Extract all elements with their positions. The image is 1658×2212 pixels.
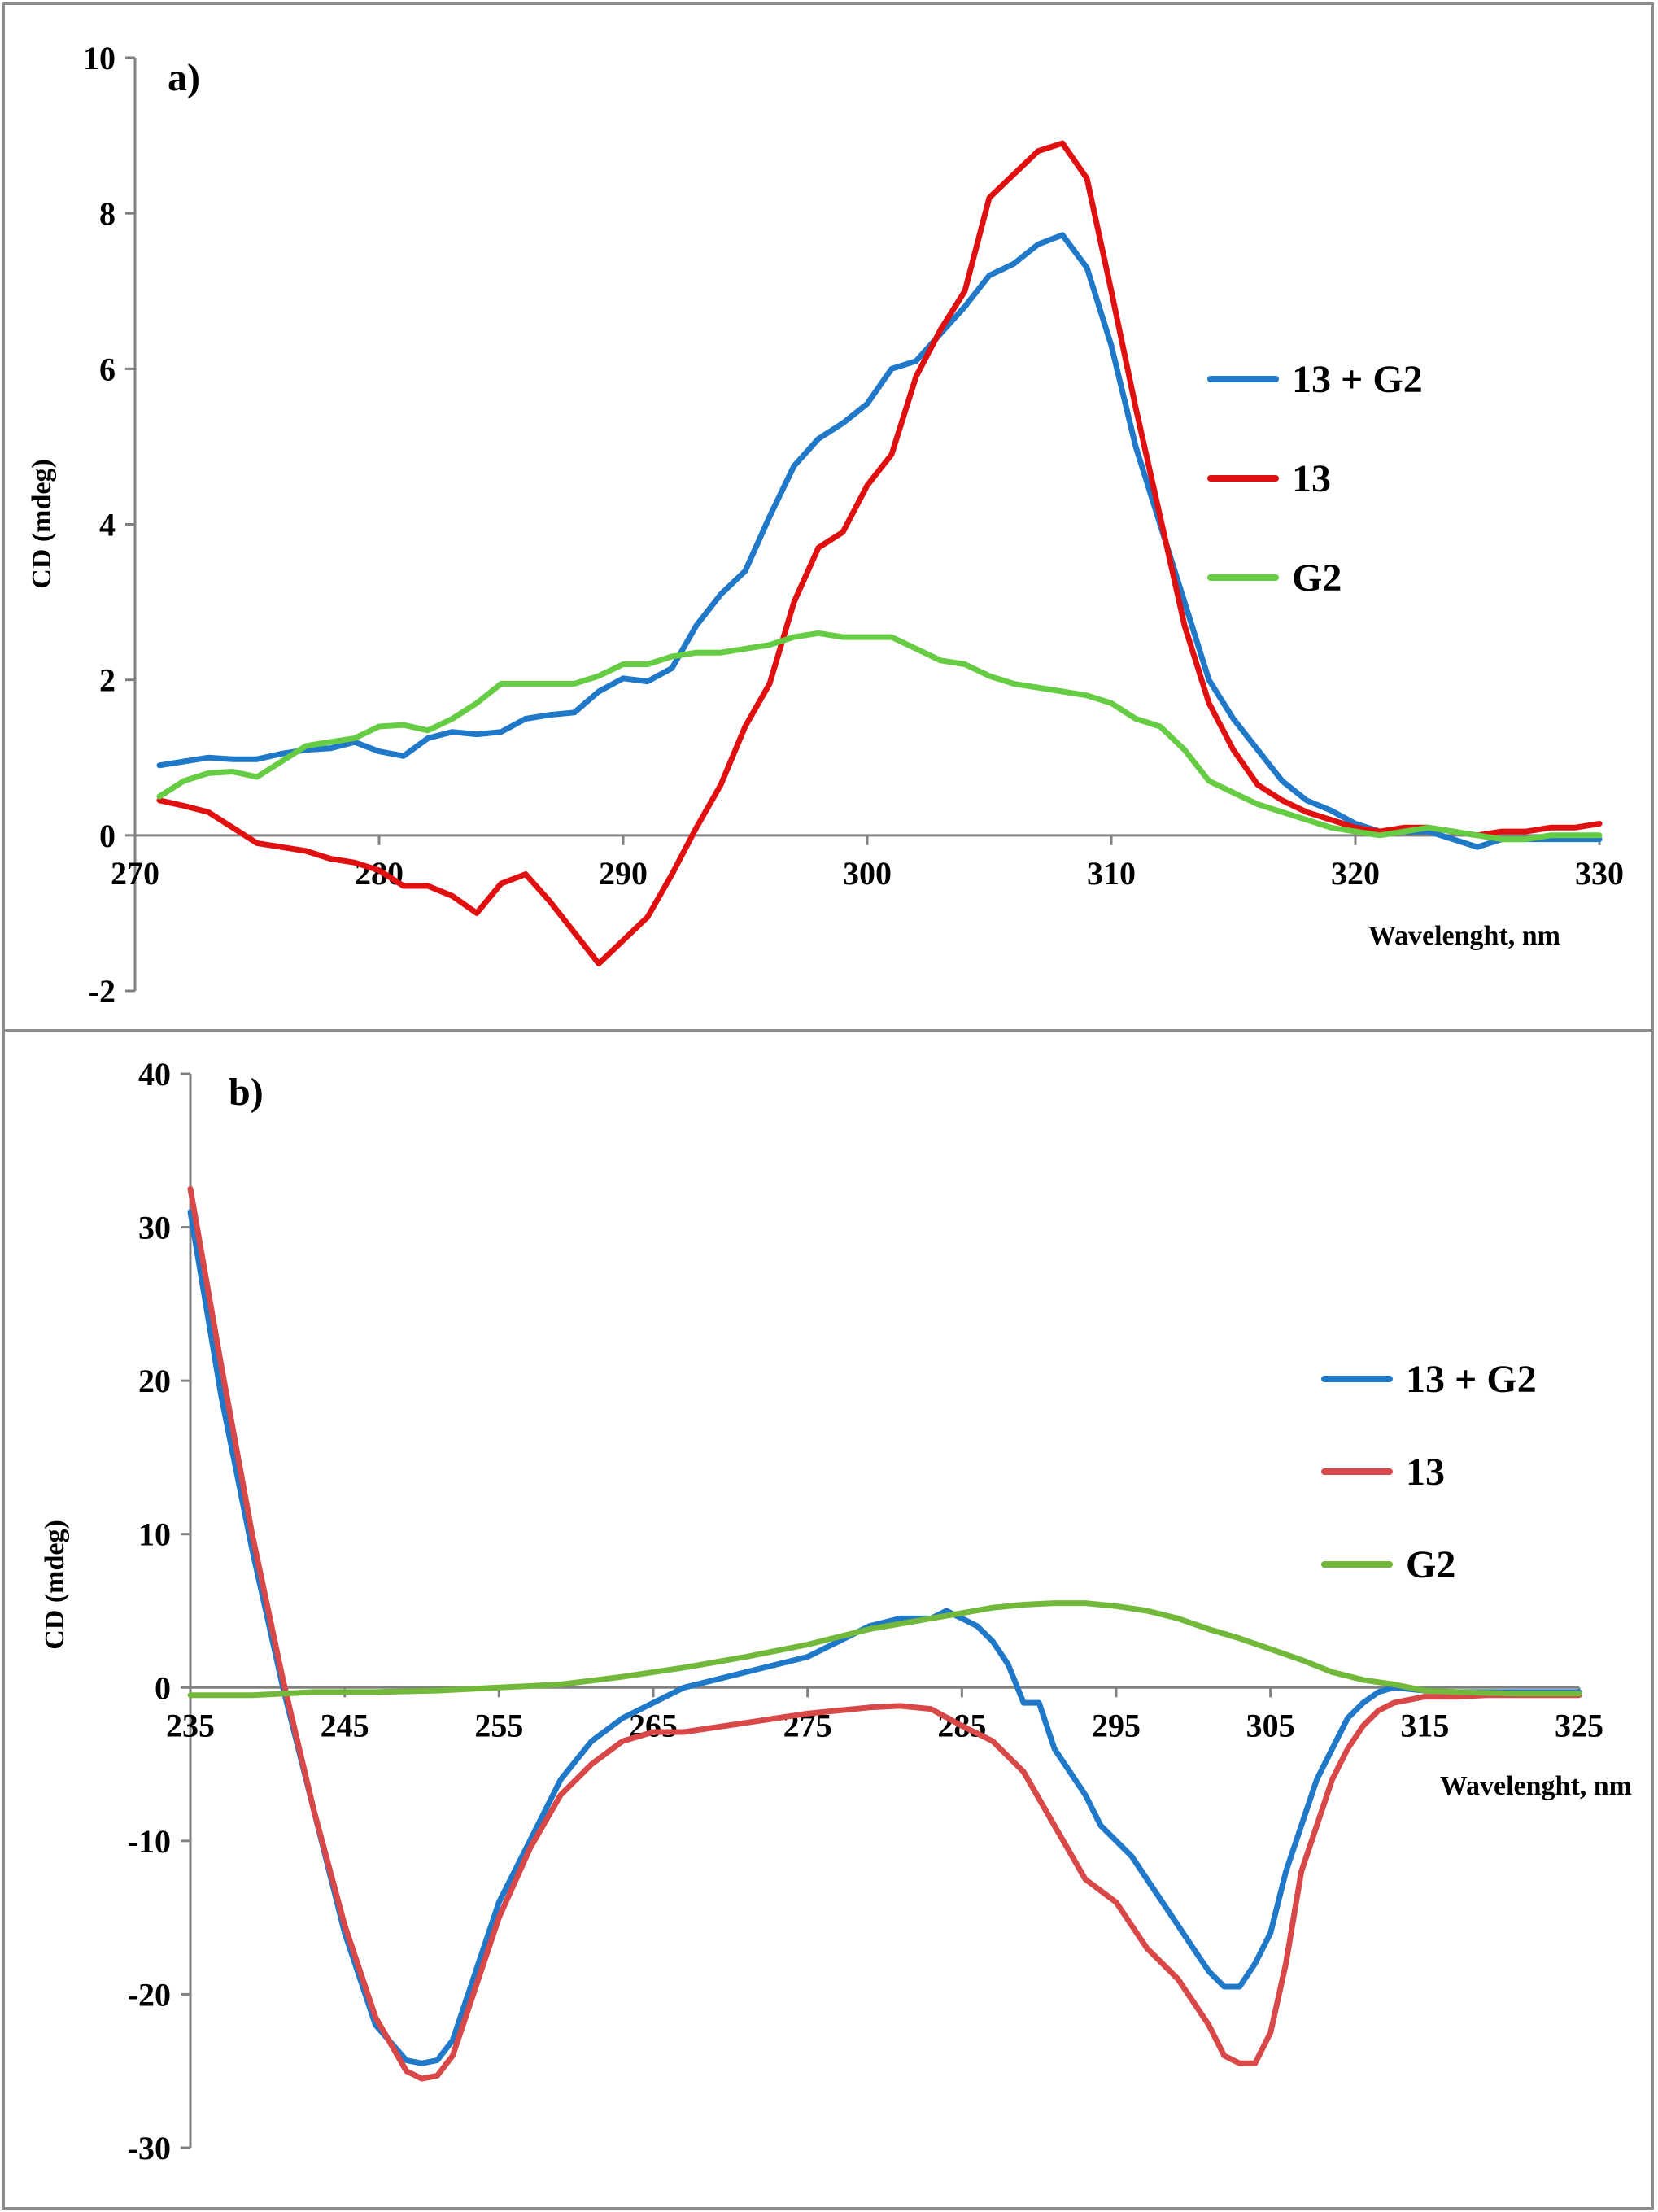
y-axis-label: CD (mdeg) xyxy=(40,1520,70,1650)
series-line-2 xyxy=(156,630,1603,843)
y-tick-label: 30 xyxy=(138,1210,171,1246)
y-axis-label: CD (mdeg) xyxy=(27,459,57,589)
series-line-0 xyxy=(187,1209,1582,2066)
x-tick-label: 325 xyxy=(1555,1707,1603,1743)
x-axis-label: Wavelenght, nm xyxy=(1368,921,1560,951)
series-line-2 xyxy=(187,1600,1582,1699)
y-tick-label: 0 xyxy=(99,818,116,854)
y-tick-label: 4 xyxy=(99,507,116,543)
x-tick-label: 235 xyxy=(166,1707,215,1743)
panel-label: a) xyxy=(168,56,200,99)
y-tick-label: 10 xyxy=(83,40,116,76)
y-tick-label: 20 xyxy=(138,1363,171,1399)
y-tick-label: -10 xyxy=(128,1823,171,1860)
legend-label-1: 13 xyxy=(1406,1451,1445,1494)
panel-a: -2 0 2 4 6 8 10 270 280 290 300 310 320 330 a) CD (mdeg… xyxy=(2,2,1654,1032)
legend-label-2: G2 xyxy=(1292,556,1342,600)
x-tick-label: 320 xyxy=(1331,855,1380,892)
series-line-1 xyxy=(156,140,1603,966)
panel-label: b) xyxy=(229,1071,264,1114)
series-line-0 xyxy=(156,232,1603,850)
legend-label-0: 13 + G2 xyxy=(1406,1358,1537,1401)
y-tick-label: -20 xyxy=(128,1976,171,2013)
legend-label-1: 13 xyxy=(1292,457,1331,500)
legend-label-2: G2 xyxy=(1406,1543,1455,1586)
panel-b: -30 -20 -10 0 10 20 30 40 235 245 255 265 275 285 295 3… xyxy=(2,1029,1654,2210)
x-tick-label: 330 xyxy=(1575,855,1624,892)
x-tick-label: 300 xyxy=(843,855,892,892)
y-tick-label: 8 xyxy=(99,195,116,232)
x-tick-label: 255 xyxy=(474,1707,523,1743)
y-tick-label: 10 xyxy=(138,1516,171,1553)
x-tick-label: 290 xyxy=(599,855,648,892)
y-tick-label: 40 xyxy=(138,1056,171,1093)
x-tick-label: 310 xyxy=(1087,855,1136,892)
y-tick-label: 6 xyxy=(99,351,116,387)
x-tick-label: 315 xyxy=(1400,1707,1449,1743)
legend-label-0: 13 + G2 xyxy=(1292,358,1423,401)
x-axis-label: Wavelenght, nm xyxy=(1440,1771,1632,1801)
x-tick-label: 305 xyxy=(1246,1707,1295,1743)
y-tick-label: -30 xyxy=(128,2130,171,2166)
series-line-1 xyxy=(187,1185,1582,2082)
y-tick-label: -2 xyxy=(89,973,116,1010)
y-tick-label: 2 xyxy=(99,662,116,699)
x-tick-label: 245 xyxy=(321,1707,369,1743)
x-tick-label: 295 xyxy=(1092,1707,1141,1743)
x-tick-label: 270 xyxy=(111,855,159,892)
y-tick-label: 0 xyxy=(155,1669,171,1706)
